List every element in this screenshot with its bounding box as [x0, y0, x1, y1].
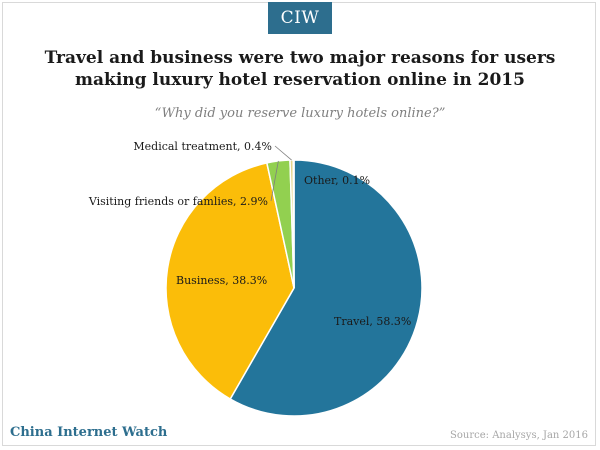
leader-lines [270, 145, 292, 202]
data-labels: Travel, 58.3% Business, 38.3% Visiting fri… [88, 140, 412, 328]
pie-slice-business[interactable] [165, 162, 295, 401]
data-label-medical-treatment: Medical treatment, 0.4% [133, 140, 272, 153]
ciw-logo: CIW [268, 2, 332, 34]
source-note: Source: Analysys, Jan 2016 [450, 430, 588, 441]
data-label-other: Other, 0.1% [304, 174, 370, 187]
leader-line [270, 160, 279, 202]
pie-slices [165, 159, 423, 417]
chart-title: Travel and business were two major reaso… [44, 48, 556, 90]
data-label-travel: Travel, 58.3% [334, 315, 411, 328]
data-label-visiting-friends-or-famlies: Visiting friends or famlies, 2.9% [88, 195, 268, 208]
pie-slice-other[interactable] [292, 159, 295, 289]
data-label-business: Business, 38.3% [176, 274, 267, 287]
pie-slice-travel[interactable] [229, 159, 423, 417]
chart-subtitle: “Why did you reserve luxury hotels onlin… [154, 106, 446, 121]
brand-name[interactable]: China Internet Watch [10, 425, 168, 440]
leader-line [274, 145, 292, 161]
